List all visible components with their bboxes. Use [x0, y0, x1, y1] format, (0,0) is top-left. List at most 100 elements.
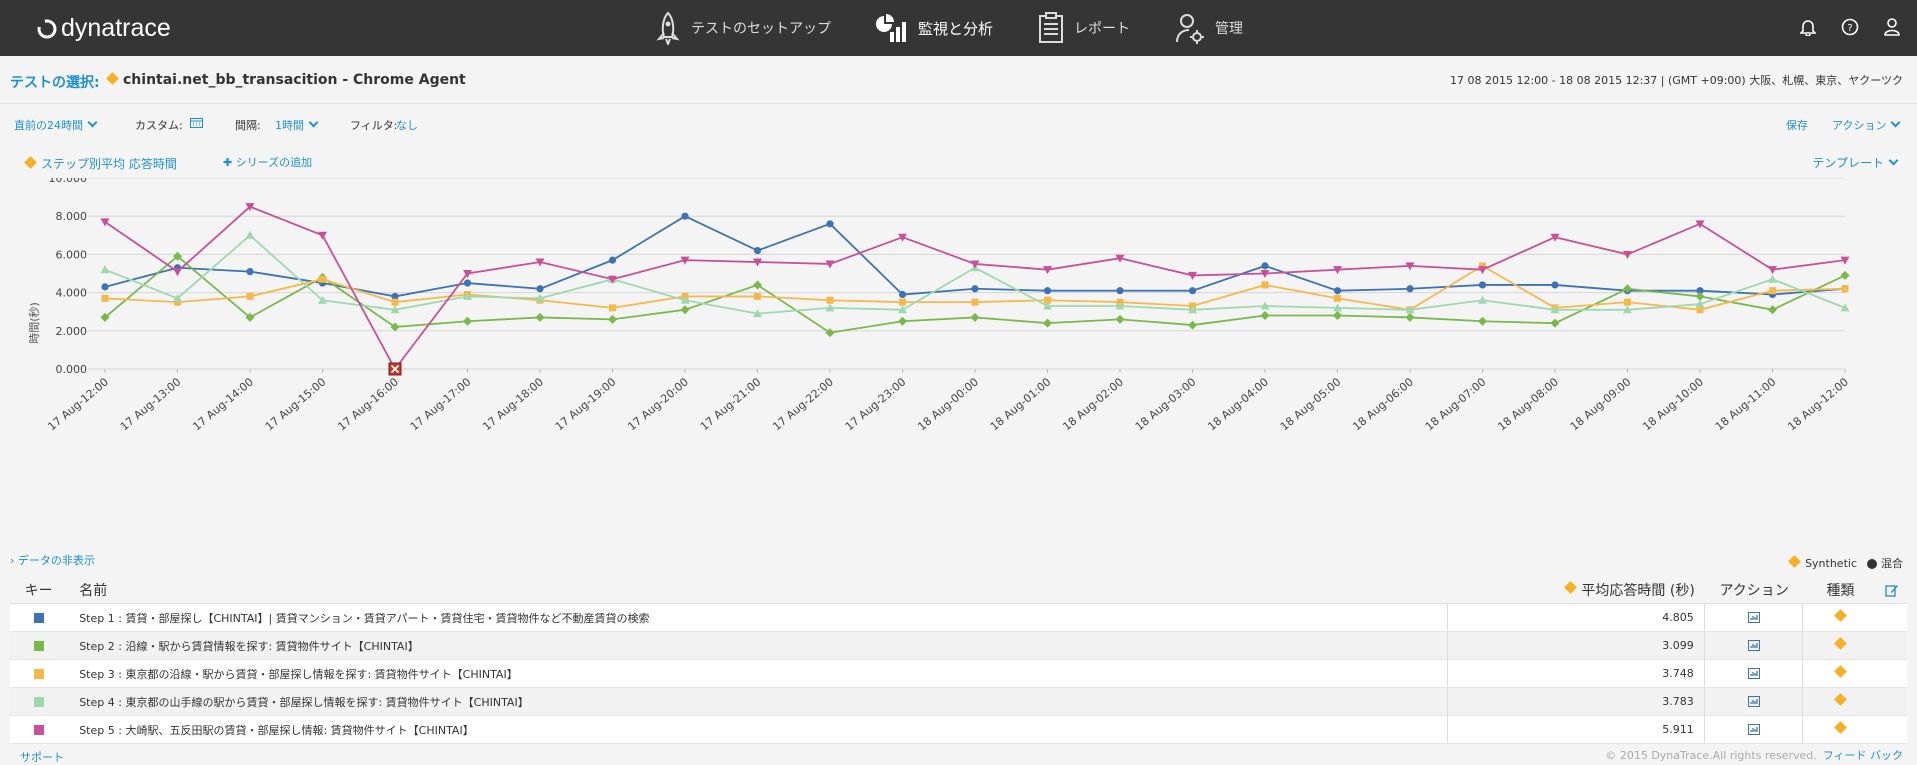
template-dropdown[interactable]: テンプレート	[1812, 154, 1899, 171]
data-point[interactable]	[1115, 254, 1125, 263]
data-point[interactable]	[609, 304, 616, 312]
data-point[interactable]	[1768, 274, 1777, 283]
header-key[interactable]: キー	[24, 582, 53, 599]
data-point[interactable]	[1550, 233, 1560, 242]
data-point[interactable]	[173, 251, 182, 261]
data-point[interactable]	[390, 305, 400, 314]
data-point[interactable]	[1695, 299, 1705, 308]
data-point[interactable]	[825, 260, 835, 269]
nav-test-setup[interactable]: テストのセットアップ	[655, 11, 831, 45]
table-row[interactable]: Step 2 : 沿線・駅から賃貸情報を探す: 賃貸物件サイト【CHINTAI】…	[10, 632, 1907, 660]
data-point[interactable]	[753, 280, 762, 290]
filter-value[interactable]: なし	[396, 119, 418, 132]
data-point[interactable]	[1188, 305, 1197, 314]
data-point[interactable]	[100, 265, 110, 274]
interval-dropdown[interactable]: 1時間	[275, 117, 319, 133]
data-point[interactable]	[1769, 287, 1776, 295]
data-point[interactable]	[971, 298, 979, 306]
data-point[interactable]	[754, 292, 761, 300]
data-point[interactable]	[173, 268, 182, 277]
action-dropdown[interactable]: アクション	[1832, 117, 1901, 133]
data-point[interactable]	[1478, 281, 1487, 289]
data-point[interactable]	[1841, 285, 1849, 293]
data-point[interactable]	[535, 258, 545, 267]
data-point[interactable]	[1478, 316, 1487, 326]
data-point[interactable]	[1261, 281, 1269, 289]
data-point[interactable]	[1479, 262, 1486, 270]
data-point[interactable]	[1044, 296, 1051, 304]
data-point[interactable]	[898, 233, 907, 242]
data-point[interactable]	[391, 292, 399, 301]
data-point[interactable]	[826, 220, 834, 228]
data-point[interactable]	[753, 246, 762, 255]
data-point[interactable]	[245, 312, 255, 322]
save-button[interactable]: 保存	[1786, 119, 1808, 132]
data-point[interactable]	[825, 328, 835, 338]
table-row[interactable]: Step 3 : 東京都の沿線・駅から賃貸・部屋探し情報を探す: 賃貸物件サイト…	[10, 660, 1907, 688]
series-line[interactable]	[104, 215, 1846, 298]
data-point[interactable]	[535, 293, 545, 302]
nav-report[interactable]: レポート	[1038, 12, 1130, 44]
data-point[interactable]	[174, 298, 181, 306]
help-icon[interactable]: ?	[1839, 16, 1861, 38]
header-action[interactable]: アクション	[1719, 582, 1789, 599]
data-point[interactable]	[173, 293, 182, 302]
feedback-link[interactable]: フィード バック	[1822, 749, 1903, 762]
data-point[interactable]	[825, 303, 835, 312]
data-point[interactable]	[680, 256, 690, 265]
data-point[interactable]	[1478, 295, 1487, 304]
period-dropdown[interactable]: 直前の24時間	[14, 117, 98, 133]
data-point[interactable]	[1478, 266, 1487, 275]
data-point[interactable]	[100, 218, 110, 227]
data-point[interactable]	[1551, 281, 1559, 289]
data-point[interactable]	[1043, 301, 1052, 310]
data-point[interactable]	[1261, 262, 1269, 270]
hide-data-toggle[interactable]: › データの非表示	[10, 554, 95, 567]
data-point[interactable]	[1334, 294, 1341, 302]
data-point[interactable]	[246, 267, 254, 276]
data-point[interactable]	[463, 316, 472, 326]
data-point[interactable]	[1768, 305, 1777, 315]
row-action-chart-icon[interactable]	[1705, 716, 1804, 743]
data-point[interactable]	[1115, 301, 1125, 310]
data-point[interactable]	[1405, 305, 1415, 314]
data-point[interactable]	[681, 212, 689, 220]
bell-icon[interactable]	[1797, 16, 1819, 38]
data-point[interactable]	[1260, 301, 1270, 310]
logo[interactable]: dynatrace	[36, 14, 171, 43]
data-point[interactable]	[101, 294, 109, 302]
data-point[interactable]	[1188, 287, 1197, 295]
data-point[interactable]	[608, 275, 617, 284]
data-point[interactable]	[1188, 320, 1197, 330]
add-series-button[interactable]: ✚ シリーズの追加	[223, 154, 312, 170]
data-point[interactable]	[608, 314, 617, 324]
data-point[interactable]	[1043, 318, 1052, 328]
data-point[interactable]	[680, 295, 690, 304]
row-action-chart-icon[interactable]	[1705, 604, 1804, 631]
user-icon[interactable]	[1881, 16, 1903, 38]
data-point[interactable]	[899, 298, 906, 306]
data-point[interactable]	[536, 285, 544, 293]
data-point[interactable]	[970, 260, 980, 269]
data-point[interactable]	[753, 258, 762, 267]
data-point[interactable]	[1260, 270, 1270, 278]
data-point[interactable]	[971, 285, 979, 293]
header-avg[interactable]: 平均応答時間 (秒)	[1448, 576, 1705, 603]
data-point[interactable]	[1406, 285, 1414, 293]
data-point[interactable]	[1043, 287, 1052, 295]
series-selector[interactable]: ステップ別平均 応答時間	[24, 155, 177, 172]
data-point[interactable]	[1696, 287, 1704, 295]
data-point[interactable]	[680, 305, 690, 315]
data-point[interactable]	[608, 256, 617, 264]
data-point[interactable]	[318, 231, 327, 240]
data-point[interactable]	[1696, 306, 1704, 314]
data-point[interactable]	[1623, 305, 1632, 314]
data-point[interactable]	[826, 296, 834, 304]
header-type[interactable]: 種類	[1826, 582, 1855, 599]
data-point[interactable]	[1624, 298, 1631, 306]
data-point[interactable]	[463, 291, 472, 300]
data-point[interactable]	[1188, 271, 1197, 280]
data-point[interactable]	[1840, 303, 1850, 312]
data-point[interactable]	[535, 312, 545, 322]
test-selection-label[interactable]: テストの選択:	[10, 75, 100, 91]
